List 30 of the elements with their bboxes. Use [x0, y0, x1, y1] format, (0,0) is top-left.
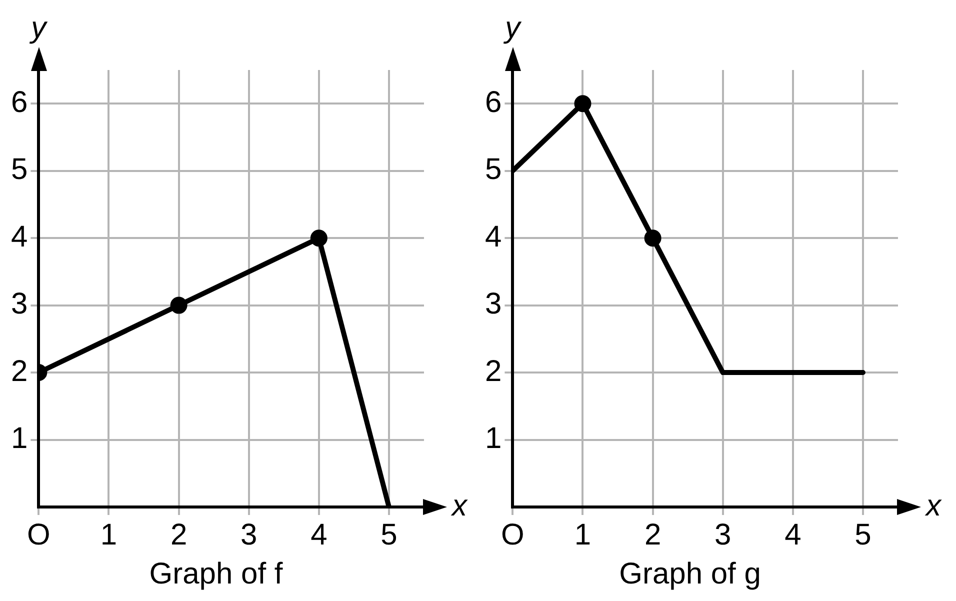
x-axis-title: x: [450, 489, 468, 522]
text: Graph of f: [149, 557, 284, 590]
x-tick-label: 5: [854, 518, 872, 552]
x-axis-title: x: [924, 489, 942, 522]
x-tick-label: 1: [100, 518, 118, 552]
y-axis-title: y: [503, 11, 522, 44]
x-tick-label: 1: [574, 518, 592, 552]
x-tick-label: 5: [380, 518, 398, 552]
x-tick-label: 4: [310, 518, 328, 552]
y-tick-label: 3: [10, 288, 28, 321]
y-tick-label: 4: [10, 220, 28, 254]
y-tick-label: 6: [10, 86, 28, 119]
y-tick-label: 2: [10, 354, 28, 388]
y-tick-label: 1: [484, 422, 502, 456]
x-tick-label: O: [27, 518, 50, 552]
y-tick-label: 5: [10, 153, 28, 186]
y-tick-label: 5: [484, 153, 502, 186]
x-tick-label: O: [501, 518, 524, 552]
x-tick-label: 4: [784, 518, 802, 552]
x-tick-label: 3: [714, 518, 732, 552]
y-axis-title: y: [29, 11, 48, 44]
y-tick-label: 1: [10, 422, 28, 456]
text: Graph of g: [619, 557, 761, 590]
y-tick-label: 6: [484, 86, 502, 119]
y-tick-label: 2: [484, 354, 502, 388]
y-tick-label: 3: [484, 288, 502, 321]
y-tick-label: 4: [484, 220, 502, 254]
x-tick-label: 3: [240, 518, 258, 552]
x-tick-label: 2: [644, 518, 662, 552]
x-tick-label: 2: [170, 518, 188, 552]
